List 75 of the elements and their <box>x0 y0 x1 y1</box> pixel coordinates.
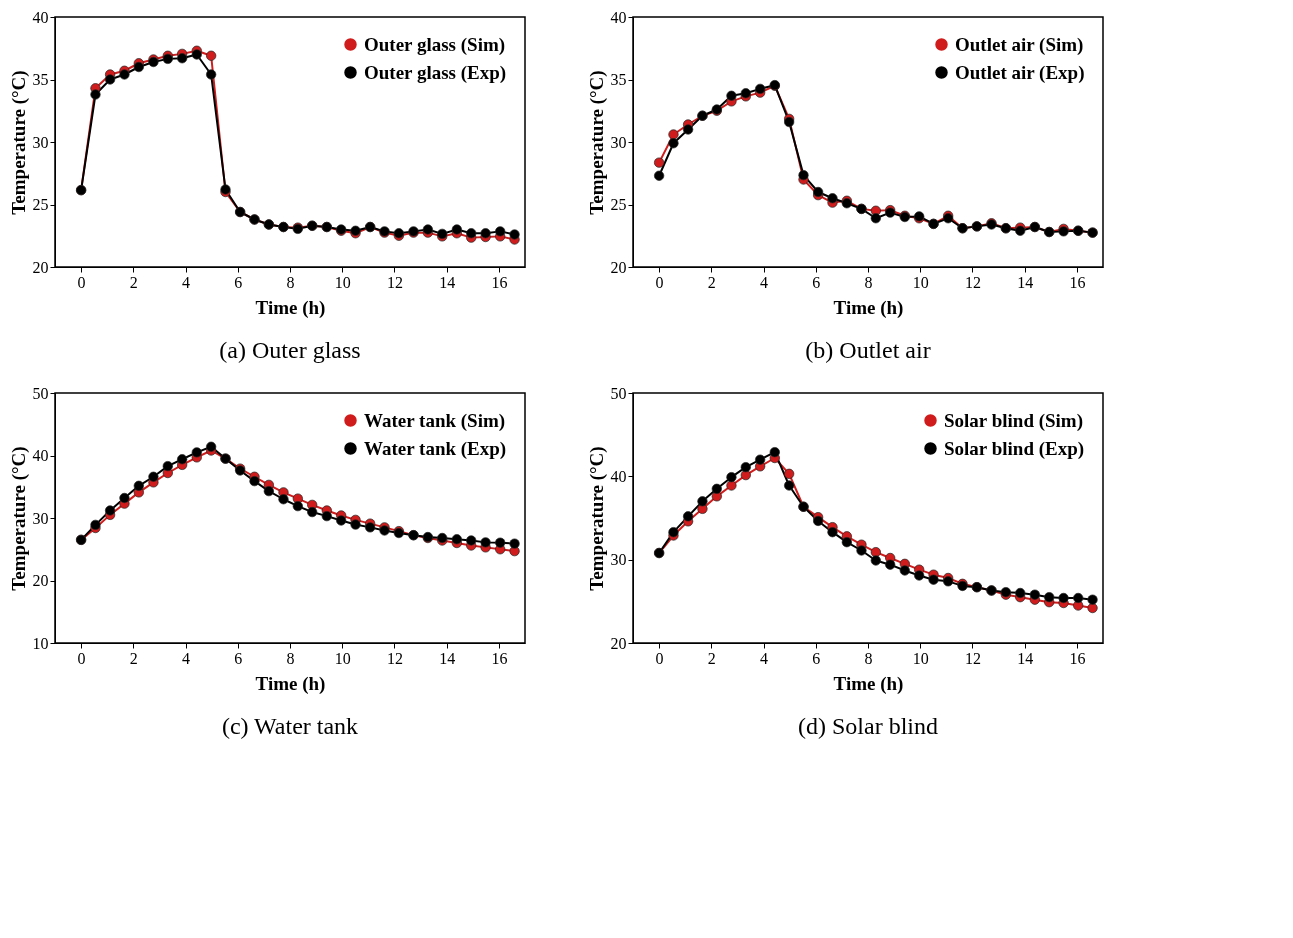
x-tick-label: 2 <box>707 649 716 667</box>
y-tick-label: 40 <box>610 467 627 485</box>
legend-label: Water tank (Exp) <box>364 437 507 460</box>
legend-label: Solar blind (Exp) <box>944 437 1085 460</box>
x-tick-label: 8 <box>286 273 295 291</box>
x-tick-label: 0 <box>655 273 664 291</box>
x-tick-label: 8 <box>286 649 295 667</box>
x-tick-label: 16 <box>1069 273 1086 291</box>
x-tick-label: 14 <box>1017 649 1034 667</box>
y-axis-title: Temperature (°C) <box>585 70 608 215</box>
x-tick-label: 12 <box>964 273 981 291</box>
x-tick-label: 6 <box>812 273 821 291</box>
y-axis-title: Temperature (°C) <box>585 446 608 591</box>
x-tick-label: 2 <box>707 273 716 291</box>
text: (a) Outer glass <box>219 337 361 363</box>
y-tick-label: 40 <box>32 447 49 464</box>
y-tick-label: 40 <box>610 8 627 26</box>
legend-label: Water tank (Sim) <box>364 409 506 432</box>
text: (b) Outlet air <box>805 337 931 363</box>
x-axis-title: Time (h) <box>255 672 326 695</box>
x-tick-label: 6 <box>234 273 243 291</box>
y-axis-title: Temperature (°C) <box>7 70 30 215</box>
x-tick-label: 0 <box>77 273 86 291</box>
x-tick-label: 8 <box>864 273 873 291</box>
x-tick-label: 0 <box>77 649 86 667</box>
y-tick-label: 20 <box>610 258 627 276</box>
x-tick-label: 16 <box>491 649 508 667</box>
y-tick-label: 30 <box>610 551 627 569</box>
y-axis-title: Temperature (°C) <box>7 446 30 591</box>
x-tick-label: 14 <box>1017 273 1034 291</box>
x-axis-title: Time (h) <box>255 296 326 319</box>
x-tick-label: 14 <box>439 273 456 291</box>
x-axis-title: Time (h) <box>833 672 904 695</box>
x-axis-title: Time (h) <box>833 296 904 319</box>
y-tick-label: 50 <box>610 384 627 402</box>
x-tick-label: 2 <box>129 649 138 667</box>
text: (c) Water tank <box>221 713 359 739</box>
x-tick-label: 6 <box>812 649 821 667</box>
x-tick-label: 2 <box>129 273 138 291</box>
x-tick-label: 6 <box>234 649 243 667</box>
x-tick-label: 16 <box>491 273 508 291</box>
legend-label: Outer glass (Exp) <box>364 61 507 84</box>
y-tick-label: 20 <box>610 634 627 652</box>
legend-label: Outlet air (Exp) <box>955 61 1085 84</box>
legend-label: Outer glass (Sim) <box>364 33 506 56</box>
x-tick-label: 4 <box>182 649 191 667</box>
x-tick-label: 4 <box>182 273 191 291</box>
x-tick-label: 10 <box>912 273 929 291</box>
y-tick-label: 30 <box>32 509 49 527</box>
y-tick-label: 40 <box>32 8 49 26</box>
x-tick-label: 14 <box>439 649 456 667</box>
y-tick-label: 25 <box>610 196 627 213</box>
y-tick-label: 50 <box>32 384 49 402</box>
x-tick-label: 4 <box>760 273 769 291</box>
x-tick-label: 10 <box>334 649 351 667</box>
legend-label: Outlet air (Sim) <box>955 33 1084 56</box>
x-tick-label: 10 <box>912 649 929 667</box>
y-tick-label: 10 <box>32 634 49 652</box>
x-tick-label: 10 <box>334 273 351 291</box>
legend-label: Solar blind (Sim) <box>944 409 1084 432</box>
x-tick-label: 16 <box>1069 649 1086 667</box>
y-tick-label: 35 <box>610 71 627 88</box>
y-tick-label: 30 <box>32 133 49 151</box>
x-tick-label: 8 <box>864 649 873 667</box>
y-tick-label: 20 <box>32 572 49 589</box>
y-tick-label: 20 <box>32 258 49 276</box>
y-tick-label: 25 <box>32 196 49 213</box>
x-tick-label: 12 <box>386 273 403 291</box>
x-tick-label: 0 <box>655 649 664 667</box>
text: (d) Solar blind <box>798 713 938 739</box>
x-tick-label: 4 <box>760 649 769 667</box>
y-tick-label: 30 <box>610 133 627 151</box>
y-tick-label: 35 <box>32 71 49 88</box>
x-tick-label: 12 <box>964 649 981 667</box>
x-tick-label: 12 <box>386 649 403 667</box>
